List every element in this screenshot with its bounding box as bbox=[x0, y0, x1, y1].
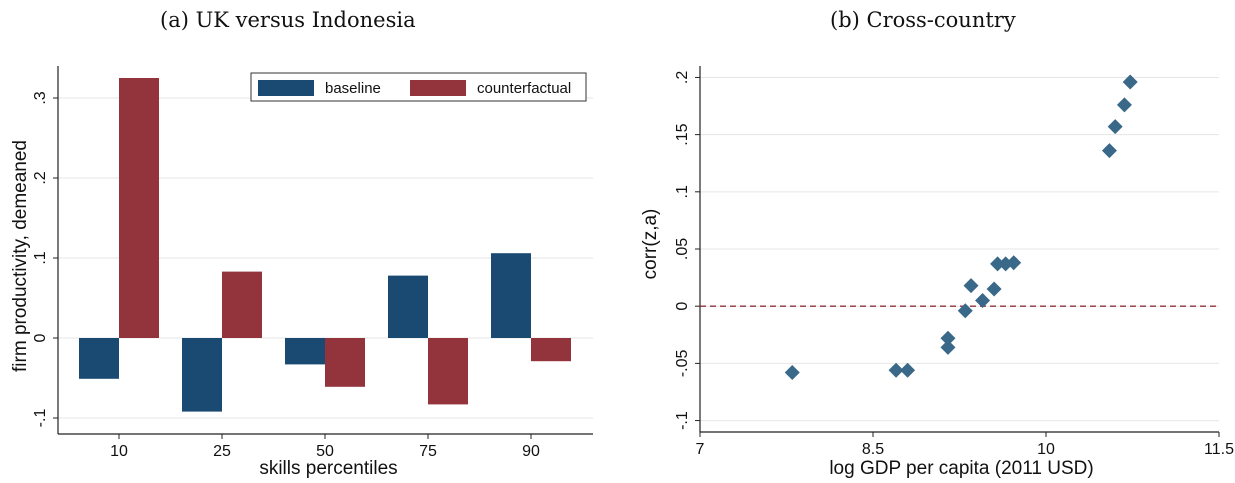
chart-a-y-tick-label: .3 bbox=[32, 91, 49, 104]
chart-a-y-axis-label: firm productivity, demeaned bbox=[10, 140, 31, 372]
chart-a-x-tick-label: 25 bbox=[213, 443, 231, 460]
chart-b-y-tick-label: .1 bbox=[674, 185, 691, 198]
chart-b-x-tick-label: 7 bbox=[696, 441, 705, 458]
chart-b-point bbox=[784, 365, 800, 381]
chart-a-legend-swatch-baseline bbox=[258, 80, 314, 96]
chart-a-bar-baseline-10 bbox=[79, 338, 119, 379]
chart-a-bar-counterfactual-75 bbox=[428, 338, 468, 405]
chart-a-bar-baseline-50 bbox=[285, 338, 325, 365]
chart-a-legend-swatch-counterfactual bbox=[410, 80, 466, 96]
chart-b-point bbox=[940, 330, 956, 346]
chart-b-point bbox=[900, 362, 916, 378]
chart-b-y-tick-label: .05 bbox=[674, 238, 691, 260]
chart-b-point bbox=[1101, 143, 1117, 159]
chart-b-y-tick-label: 0 bbox=[674, 302, 691, 311]
chart-b-y-tick-label: .15 bbox=[674, 123, 691, 145]
chart-b-point bbox=[990, 256, 1006, 272]
chart-b-point bbox=[963, 278, 979, 294]
chart-a-bar-counterfactual-90 bbox=[531, 338, 571, 362]
chart-a-caption: (a) UK versus Indonesia bbox=[160, 8, 416, 32]
chart-a-bar-baseline-25 bbox=[182, 338, 222, 412]
chart-b-point bbox=[940, 339, 956, 355]
chart-b-x-tick-label: 10 bbox=[1037, 441, 1055, 458]
chart-a-bar-chart: -.1 0 .1 .2 .3 10 25 50 75 90 skills percentiles fi… bbox=[10, 66, 593, 479]
chart-a-x-tick-label: 50 bbox=[316, 443, 334, 460]
chart-a-bar-counterfactual-50 bbox=[325, 338, 365, 387]
chart-a-x-tick-label: 10 bbox=[110, 443, 128, 460]
chart-a-y-tick-label: .2 bbox=[32, 171, 49, 184]
chart-a-x-tick-label: 90 bbox=[522, 443, 540, 460]
chart-b-y-tick-label: -.05 bbox=[674, 349, 691, 377]
chart-b-y-tick-label: .2 bbox=[674, 71, 691, 84]
chart-a-y-tick-label: -.1 bbox=[32, 409, 49, 428]
chart-a-legend-label-baseline: baseline bbox=[325, 80, 381, 97]
chart-a-bar-baseline-75 bbox=[388, 275, 428, 338]
chart-b-x-axis-label: log GDP per capita (2011 USD) bbox=[829, 458, 1093, 479]
chart-a-legend-label-counterfactual: counterfactual bbox=[477, 80, 571, 97]
chart-b-point bbox=[1116, 97, 1132, 113]
chart-a-bar-counterfactual-25 bbox=[222, 271, 262, 338]
chart-b-point bbox=[975, 292, 991, 308]
chart-a-x-tick-label: 75 bbox=[419, 443, 437, 460]
chart-b-y-tick-label: -.1 bbox=[674, 411, 691, 430]
chart-b-point bbox=[986, 281, 1002, 297]
chart-a-bar-counterfactual-10 bbox=[119, 78, 159, 338]
chart-b-point bbox=[888, 362, 904, 378]
chart-b-y-axis-label: corr(z,a) bbox=[640, 209, 661, 280]
chart-a-y-tick-label: 0 bbox=[32, 333, 49, 342]
chart-a-bar-baseline-90 bbox=[491, 253, 531, 338]
chart-b-x-tick-label: 11.5 bbox=[1204, 441, 1234, 458]
chart-a-legend: baseline counterfactual bbox=[250, 72, 587, 102]
chart-a-y-tick-label: .1 bbox=[32, 251, 49, 264]
chart-b-point bbox=[1006, 255, 1022, 271]
chart-b-x-tick-label: 8.5 bbox=[862, 441, 884, 458]
chart-b-caption: (b) Cross-country bbox=[830, 8, 1016, 32]
chart-b-point bbox=[1107, 119, 1123, 135]
chart-b-point bbox=[1122, 74, 1138, 90]
chart-a-x-axis-label: skills percentiles bbox=[259, 458, 397, 479]
chart-b-point bbox=[957, 303, 973, 319]
